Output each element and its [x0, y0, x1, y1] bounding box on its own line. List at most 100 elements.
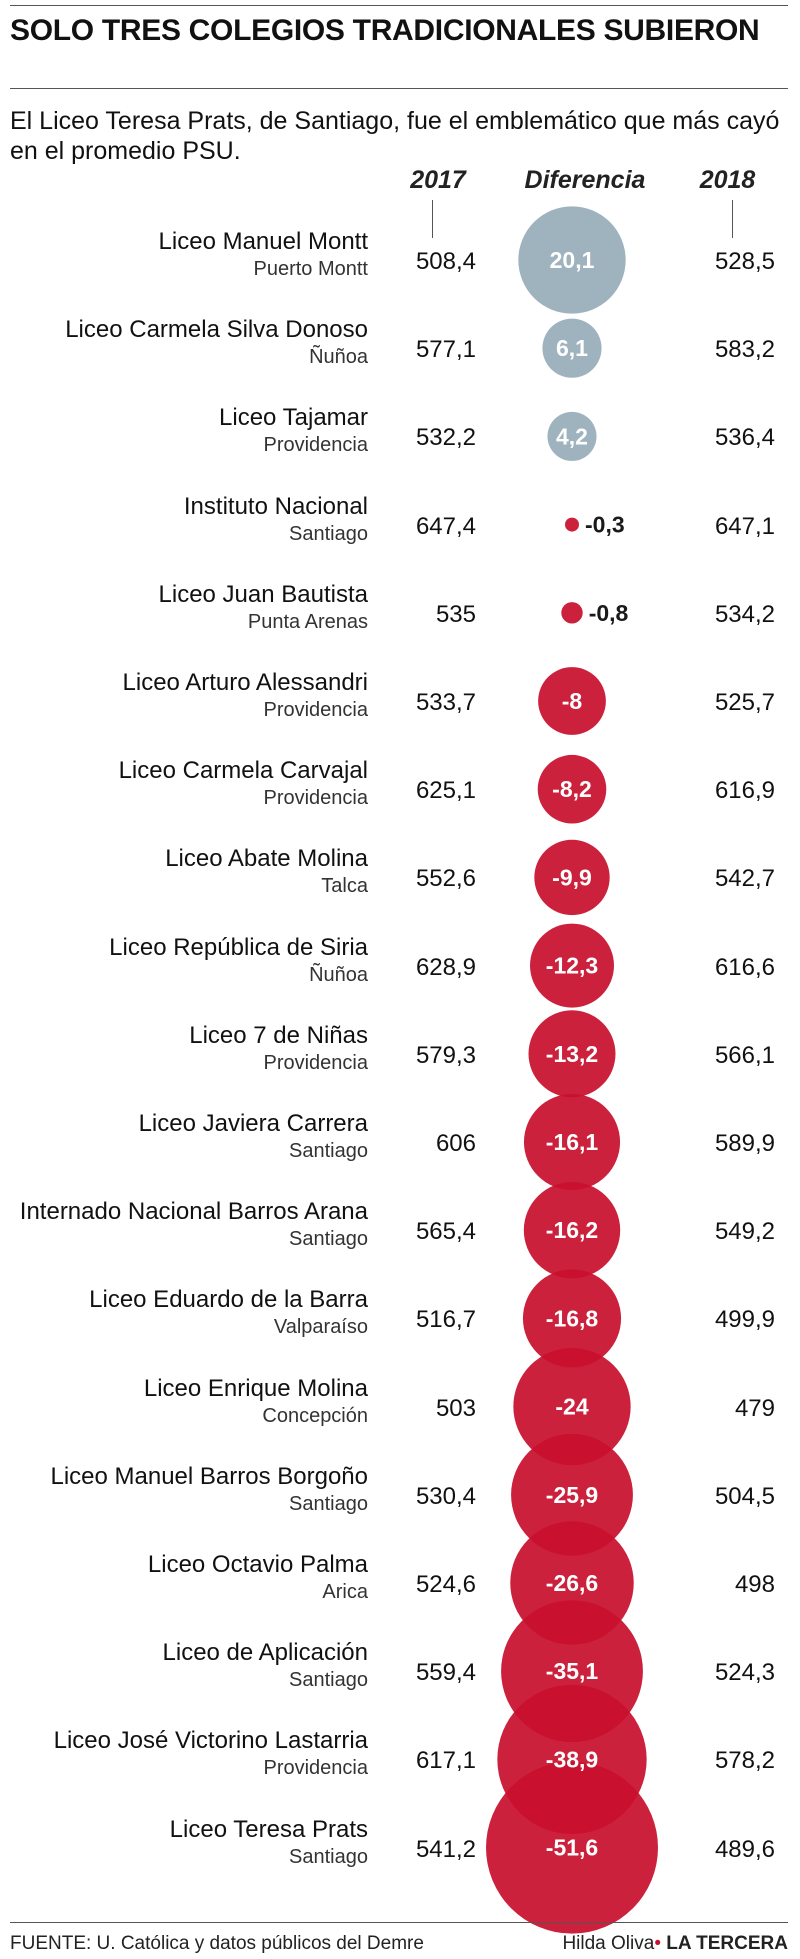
value-2018: 504,5	[714, 1482, 775, 1510]
school-city: Santiago	[289, 522, 368, 545]
table-row: Liceo Manuel Barros Borgoño Santiago 530,4…	[0, 1463, 800, 1551]
value-2018: 479	[734, 1394, 775, 1422]
value-2018: 589,9	[714, 1130, 775, 1157]
school-city: Santiago	[289, 1140, 368, 1162]
value-2017: 532,2	[415, 424, 476, 452]
school-city: Punta Arenas	[247, 610, 368, 633]
tick-2017	[432, 200, 433, 238]
value-2017: 503	[435, 1394, 476, 1422]
value-2018: 536,4	[714, 424, 775, 452]
value-2017: 541,2	[415, 1835, 476, 1863]
value-2018: 616,6	[714, 953, 775, 981]
value-2017: 535	[435, 600, 476, 628]
school-city: Santiago	[289, 1669, 368, 1692]
value-2017: 647,4	[415, 512, 476, 540]
school-name: Liceo José Victorino Lastarria	[53, 1727, 368, 1755]
school-city: Valparaíso	[273, 1316, 368, 1339]
value-2018: 498	[734, 1571, 775, 1598]
value-2017: 559,4	[415, 1659, 476, 1687]
tick-2018	[732, 200, 733, 238]
school-name: Liceo Manuel Montt	[158, 228, 368, 255]
footer-separator: •	[654, 1933, 661, 1954]
school-name: Instituto Nacional	[183, 492, 368, 520]
column-header-diferencia: Diferencia	[524, 166, 646, 194]
school-city: Talca	[321, 875, 368, 898]
value-2017: 579,3	[415, 1041, 476, 1069]
table-row: Instituto Nacional Santiago 647,4 647,1	[0, 493, 800, 581]
value-2018: 616,9	[714, 777, 775, 805]
school-name: Liceo Tajamar	[219, 404, 368, 432]
school-name: Liceo Enrique Molina	[143, 1374, 368, 1402]
footer-credit: Hilda Oliva• LA TERCERA	[562, 1933, 788, 1955]
school-city: Providencia	[263, 699, 368, 721]
school-name: Liceo Eduardo de la Barra	[89, 1286, 368, 1314]
school-name: Liceo Carmela Silva Donoso	[65, 316, 368, 344]
value-2018: 566,1	[714, 1041, 775, 1069]
value-2017: 625,1	[415, 777, 476, 805]
table-row: Liceo Juan Bautista Punta Arenas 535 534,2	[0, 581, 800, 669]
top-rule	[10, 5, 788, 6]
table-row: Liceo Enrique Molina Concepción 503 479	[0, 1375, 800, 1463]
subtitle: El Liceo Teresa Prats, de Santiago, fue …	[10, 107, 780, 165]
table-row: Liceo de Aplicación Santiago 559,4 524,3	[0, 1639, 800, 1727]
table-row: Liceo Abate Molina Talca 552,6 542,7	[0, 845, 800, 933]
school-name: Internado Nacional Barros Arana	[19, 1198, 368, 1226]
value-2018: 578,2	[714, 1747, 775, 1775]
school-city: Providencia	[263, 1051, 368, 1074]
footer-outlet: LA TERCERA	[666, 1933, 788, 1954]
table-row: Liceo Eduardo de la Barra Valparaíso 516,7…	[0, 1286, 800, 1374]
title-rule	[10, 88, 788, 89]
school-city: Santiago	[289, 1492, 368, 1515]
table-row: Liceo República de Siria Ñuñoa 628,9 616,6	[0, 934, 800, 1022]
school-name: Liceo Octavio Palma	[147, 1551, 368, 1578]
school-city: Santiago	[289, 1228, 368, 1251]
value-2017: 524,6	[415, 1571, 476, 1598]
value-2017: 530,4	[415, 1482, 476, 1510]
school-name: Liceo Arturo Alessandri	[122, 669, 368, 696]
school-name: Liceo República de Siria	[109, 933, 368, 961]
value-2018: 647,1	[714, 512, 775, 540]
value-2018: 542,7	[714, 865, 775, 893]
value-2017: 508,4	[415, 248, 476, 275]
school-name: Liceo Carmela Carvajal	[118, 757, 368, 785]
table-row: Internado Nacional Barros Arana Santiago 5…	[0, 1198, 800, 1286]
table-row: Liceo Octavio Palma Arica 524,6 498	[0, 1551, 800, 1639]
table-row: Liceo Tajamar Providencia 532,2 536,4	[0, 404, 800, 492]
column-header-2017: 2017	[410, 166, 466, 194]
school-city: Concepción	[262, 1404, 368, 1427]
value-2017: 577,1	[415, 336, 476, 364]
table-row: Liceo José Victorino Lastarria Providenci…	[0, 1727, 800, 1815]
value-2018: 499,9	[714, 1306, 775, 1334]
page-title: SOLO TRES COLEGIOS TRADICIONALES SUBIERO…	[10, 14, 760, 47]
school-name: Liceo Teresa Prats	[169, 1815, 368, 1843]
school-name: Liceo Abate Molina	[165, 845, 368, 873]
table-row: Liceo Arturo Alessandri Providencia 533,7 5…	[0, 669, 800, 757]
school-city: Providencia	[263, 434, 368, 457]
school-city: Ñuñoa	[309, 963, 368, 986]
table-row: Liceo Teresa Prats Santiago 541,2 489,6	[0, 1816, 800, 1904]
school-name: Liceo Manuel Barros Borgoño	[50, 1462, 368, 1490]
value-2017: 606	[435, 1130, 476, 1157]
table-row: Liceo Javiera Carrera Santiago 606 589,9	[0, 1110, 800, 1198]
value-2018: 524,3	[714, 1659, 775, 1687]
school-city: Santiago	[289, 1845, 368, 1868]
value-2017: 628,9	[415, 953, 476, 981]
footer-author: Hilda Oliva	[562, 1933, 655, 1954]
value-2018: 583,2	[714, 336, 775, 364]
column-header-2018: 2018	[699, 166, 756, 194]
table-row: Liceo Carmela Carvajal Providencia 625,1 61…	[0, 757, 800, 845]
school-city: Ñuñoa	[309, 346, 368, 369]
school-name: Liceo Javiera Carrera	[138, 1110, 368, 1137]
footer-rule	[10, 1922, 788, 1923]
value-2017: 533,7	[415, 689, 476, 716]
school-city: Providencia	[263, 787, 368, 810]
table-row: Liceo Manuel Montt Puerto Montt 508,4 528,5	[0, 228, 800, 316]
table-row: Liceo Carmela Silva Donoso Ñuñoa 577,1 583,…	[0, 316, 800, 404]
value-2017: 565,4	[415, 1218, 476, 1246]
table-row: Liceo 7 de Niñas Providencia 579,3 566,1	[0, 1022, 800, 1110]
value-2018: 489,6	[714, 1835, 775, 1863]
value-2018: 525,7	[714, 689, 775, 716]
value-2017: 617,1	[415, 1747, 476, 1775]
school-city: Puerto Montt	[253, 258, 368, 280]
school-name: Liceo de Aplicación	[162, 1639, 368, 1667]
